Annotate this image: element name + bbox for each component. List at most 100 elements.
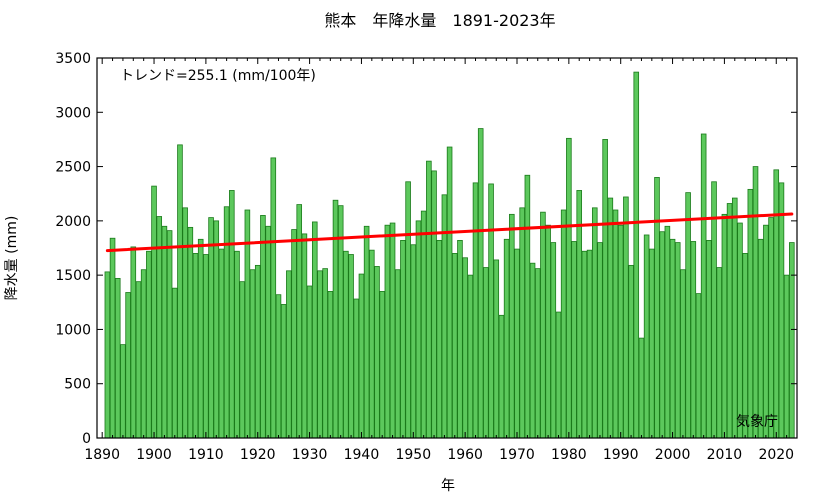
bar-2016 bbox=[752, 166, 759, 439]
bar-1971 bbox=[519, 207, 525, 439]
bar-1965 bbox=[488, 183, 494, 439]
bar-2008 bbox=[711, 181, 717, 439]
bar-2015 bbox=[747, 188, 754, 439]
bar-1979 bbox=[560, 209, 567, 439]
x-tick-label-1970: 1970 bbox=[499, 447, 535, 463]
bar-1934 bbox=[327, 291, 334, 439]
bar-1976 bbox=[545, 224, 551, 439]
bar-1983 bbox=[581, 250, 588, 439]
bar-1911 bbox=[208, 217, 214, 439]
bar-1954 bbox=[431, 170, 437, 439]
x-axis: 1890 1900 1910 1920 1930 1940 1950 1960 1970 1980… bbox=[84, 58, 798, 463]
bar-1892 bbox=[109, 237, 116, 439]
x-tick-label-1950: 1950 bbox=[395, 447, 431, 463]
bar-1975 bbox=[540, 211, 546, 439]
x-tick-label-1890: 1890 bbox=[84, 447, 120, 463]
bar-2005 bbox=[695, 293, 702, 439]
bar-1995 bbox=[643, 234, 650, 439]
bar-1937 bbox=[343, 250, 349, 439]
bar-1949 bbox=[405, 181, 411, 439]
bar-1987 bbox=[602, 139, 608, 439]
bar-1913 bbox=[218, 248, 225, 439]
bar-1955 bbox=[436, 239, 443, 439]
x-tick-label-1930: 1930 bbox=[292, 447, 328, 463]
bar-1897 bbox=[135, 281, 142, 439]
chart-title: 熊本 年降水量 1891-2023年 bbox=[324, 11, 555, 30]
bar-1982 bbox=[576, 190, 583, 439]
bar-1901 bbox=[156, 216, 163, 439]
x-axis-label: 年 bbox=[441, 478, 455, 494]
bar-1935 bbox=[332, 199, 339, 439]
bar-1921 bbox=[260, 215, 266, 439]
bar-2014 bbox=[742, 253, 748, 439]
x-tick-label-1900: 1900 bbox=[136, 447, 172, 463]
bar-2022 bbox=[783, 274, 790, 439]
bar-1998 bbox=[659, 231, 665, 439]
bar-1966 bbox=[493, 259, 500, 439]
bar-1993 bbox=[633, 71, 640, 439]
bar-1991 bbox=[623, 196, 629, 439]
bar-1905 bbox=[177, 144, 183, 439]
bars-group bbox=[104, 71, 795, 439]
bar-1931 bbox=[311, 221, 318, 439]
bar-1972 bbox=[524, 174, 531, 439]
bar-1916 bbox=[234, 250, 240, 439]
bar-1945 bbox=[384, 224, 391, 439]
bar-1990 bbox=[617, 224, 624, 439]
bar-1986 bbox=[597, 242, 603, 439]
bar-1988 bbox=[607, 197, 614, 439]
bar-1978 bbox=[555, 311, 562, 439]
bar-1900 bbox=[151, 185, 157, 439]
bar-2012 bbox=[731, 197, 738, 439]
bar-1950 bbox=[410, 244, 417, 439]
bar-1996 bbox=[649, 248, 655, 439]
bar-1933 bbox=[322, 268, 328, 439]
bar-2002 bbox=[680, 269, 686, 439]
bar-1924 bbox=[275, 294, 282, 439]
bar-1941 bbox=[363, 225, 370, 439]
bar-1967 bbox=[498, 314, 505, 439]
y-tick-label-1500: 1500 bbox=[55, 268, 91, 284]
bar-1969 bbox=[509, 213, 515, 439]
bar-1963 bbox=[477, 128, 484, 439]
bar-1939 bbox=[353, 298, 360, 439]
bar-2006 bbox=[700, 133, 707, 439]
bar-1942 bbox=[369, 249, 375, 439]
source-label: 気象庁 bbox=[736, 414, 778, 430]
bar-2023 bbox=[789, 242, 795, 439]
bar-1927 bbox=[291, 229, 297, 439]
x-tick-label-1980: 1980 bbox=[551, 447, 587, 463]
bar-1893 bbox=[114, 277, 121, 439]
bar-1940 bbox=[358, 273, 365, 439]
x-tick-label-2000: 2000 bbox=[655, 447, 691, 463]
bar-1960 bbox=[462, 257, 468, 439]
bar-2019 bbox=[768, 217, 774, 439]
bar-1912 bbox=[213, 220, 220, 439]
x-tick-label-1910: 1910 bbox=[188, 447, 224, 463]
bar-1894 bbox=[120, 344, 126, 439]
bar-1899 bbox=[146, 250, 152, 439]
bar-1980 bbox=[566, 137, 572, 439]
bar-1984 bbox=[586, 249, 593, 439]
bar-1907 bbox=[187, 226, 194, 439]
bar-1946 bbox=[389, 222, 396, 439]
bar-1961 bbox=[467, 274, 474, 439]
bar-1992 bbox=[628, 264, 634, 439]
bar-1943 bbox=[374, 266, 380, 439]
trend-line bbox=[105, 212, 794, 253]
bar-1936 bbox=[337, 205, 344, 439]
y-tick-label-3500: 3500 bbox=[55, 51, 91, 67]
bar-1896 bbox=[130, 246, 137, 439]
bar-1919 bbox=[249, 269, 256, 439]
bar-1925 bbox=[280, 304, 287, 439]
bar-1968 bbox=[503, 238, 510, 439]
bar-1932 bbox=[317, 270, 323, 439]
bar-1926 bbox=[286, 270, 292, 439]
bar-1938 bbox=[348, 254, 354, 439]
bar-1909 bbox=[197, 238, 204, 439]
x-tick-label-1990: 1990 bbox=[603, 447, 639, 463]
bar-1948 bbox=[400, 239, 406, 439]
y-tick-label-1000: 1000 bbox=[55, 322, 91, 338]
bar-1929 bbox=[301, 233, 308, 439]
y-tick-label-500: 500 bbox=[64, 377, 91, 393]
